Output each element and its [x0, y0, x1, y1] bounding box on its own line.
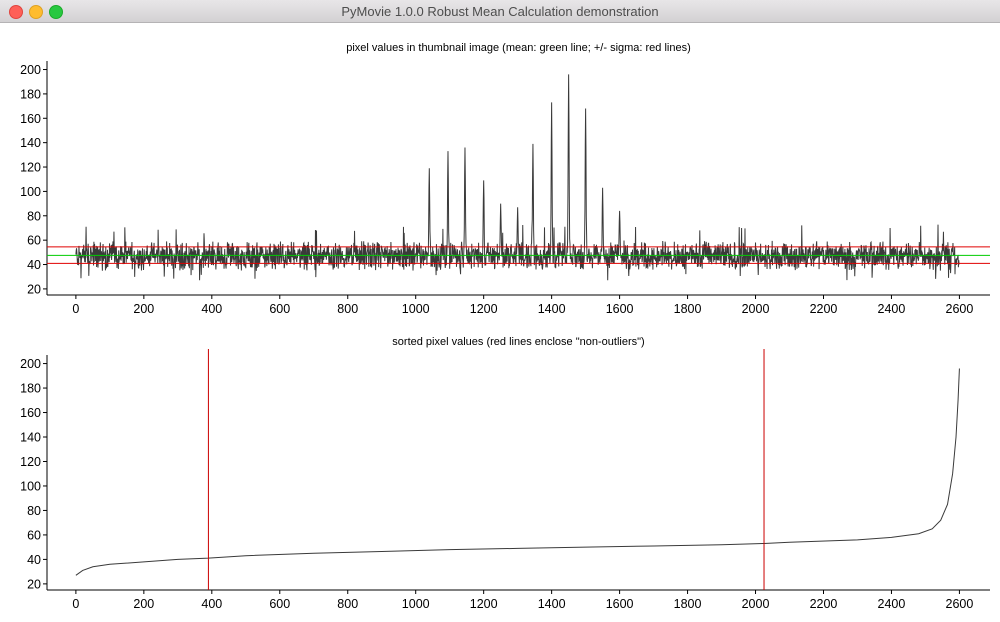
- y-tick-label: 180: [20, 382, 41, 396]
- x-tick-label: 2200: [810, 597, 838, 611]
- y-tick-label: 40: [27, 258, 41, 272]
- x-tick-label: 2400: [878, 302, 906, 316]
- y-tick-label: 100: [20, 185, 41, 199]
- x-tick-label: 2000: [742, 597, 770, 611]
- x-tick-label: 1200: [470, 597, 498, 611]
- x-tick-label: 400: [201, 302, 222, 316]
- x-tick-label: 200: [133, 302, 154, 316]
- y-tick-label: 200: [20, 357, 41, 371]
- x-tick-label: 2400: [878, 597, 906, 611]
- series-line: [75, 74, 960, 281]
- close-window-button[interactable]: [9, 5, 23, 19]
- title-bar: PyMovie 1.0.0 Robust Mean Calculation de…: [0, 0, 1000, 23]
- chart-1: pixel values in thumbnail image (mean: g…: [20, 42, 990, 316]
- y-tick-label: 40: [27, 553, 41, 567]
- y-tick-label: 180: [20, 87, 41, 101]
- y-tick-label: 200: [20, 63, 41, 77]
- chart-title: pixel values in thumbnail image (mean: g…: [346, 42, 691, 54]
- x-tick-label: 600: [269, 597, 290, 611]
- y-tick-label: 120: [20, 455, 41, 469]
- x-tick-label: 1800: [674, 597, 702, 611]
- y-tick-label: 140: [20, 136, 41, 150]
- y-tick-label: 140: [20, 431, 41, 445]
- series-line: [75, 368, 960, 576]
- y-tick-label: 160: [20, 112, 41, 126]
- y-tick-label: 100: [20, 479, 41, 493]
- y-tick-label: 60: [27, 528, 41, 542]
- x-tick-label: 1600: [606, 302, 634, 316]
- x-tick-label: 600: [269, 302, 290, 316]
- x-tick-label: 1000: [402, 302, 430, 316]
- y-tick-label: 60: [27, 234, 41, 248]
- y-tick-label: 20: [27, 577, 41, 591]
- maximize-window-button[interactable]: [49, 5, 63, 19]
- x-tick-label: 2200: [810, 302, 838, 316]
- x-tick-label: 2600: [946, 302, 974, 316]
- plot-area: pixel values in thumbnail image (mean: g…: [20, 42, 990, 611]
- x-tick-label: 0: [72, 302, 79, 316]
- x-tick-label: 2000: [742, 302, 770, 316]
- x-tick-label: 800: [337, 597, 358, 611]
- y-tick-label: 160: [20, 406, 41, 420]
- y-tick-label: 20: [27, 282, 41, 296]
- x-tick-label: 1200: [470, 302, 498, 316]
- window-title: PyMovie 1.0.0 Robust Mean Calculation de…: [341, 4, 659, 19]
- x-tick-label: 1400: [538, 302, 566, 316]
- x-tick-label: 2600: [946, 597, 974, 611]
- y-tick-label: 80: [27, 209, 41, 223]
- chart-2: sorted pixel values (red lines enclose "…: [20, 336, 990, 611]
- x-tick-label: 400: [201, 597, 222, 611]
- x-tick-label: 1400: [538, 597, 566, 611]
- x-tick-label: 800: [337, 302, 358, 316]
- chart-title: sorted pixel values (red lines enclose "…: [392, 336, 644, 348]
- x-tick-label: 200: [133, 597, 154, 611]
- x-tick-label: 1000: [402, 597, 430, 611]
- minimize-window-button[interactable]: [29, 5, 43, 19]
- x-tick-label: 1600: [606, 597, 634, 611]
- x-tick-label: 0: [72, 597, 79, 611]
- x-tick-label: 1800: [674, 302, 702, 316]
- y-tick-label: 120: [20, 161, 41, 175]
- y-tick-label: 80: [27, 504, 41, 518]
